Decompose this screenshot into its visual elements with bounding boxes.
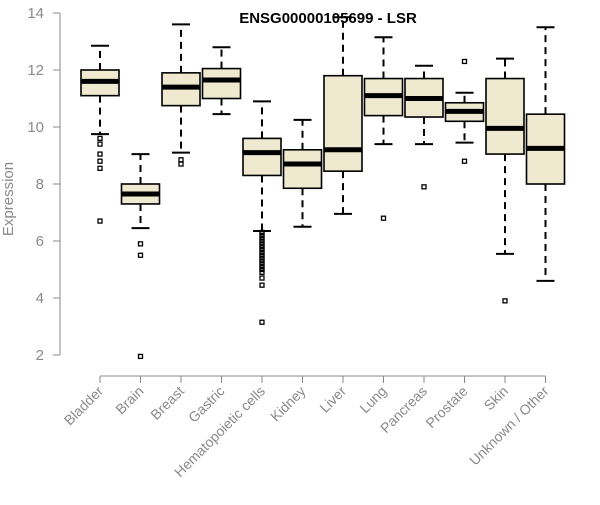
x-tick-label: Liver	[316, 383, 349, 416]
x-tick-label: Breast	[147, 383, 187, 423]
x-tick-label: Brain	[112, 383, 146, 417]
box-group	[201, 46, 242, 116]
y-tick-label: 2	[36, 347, 44, 364]
outlier-point	[461, 158, 468, 164]
box-group	[525, 26, 566, 282]
y-axis-label: Expression	[0, 162, 17, 236]
outlier-point	[259, 275, 265, 281]
outlier-point	[97, 151, 103, 157]
outlier-point	[97, 158, 103, 164]
outlier-point	[259, 255, 265, 261]
box-group	[80, 44, 120, 224]
y-tick-label: 10	[27, 119, 44, 136]
outlier-point	[137, 353, 144, 360]
outlier-point	[137, 252, 144, 258]
outlier-point	[259, 244, 265, 250]
box-group	[282, 118, 323, 228]
outlier-point	[178, 157, 184, 163]
iqr-box	[242, 137, 282, 177]
boxes	[80, 16, 566, 360]
outlier-point	[259, 266, 265, 273]
outlier-point	[259, 249, 265, 256]
outlier-point	[137, 241, 144, 247]
chart-title: ENSG00000105699 - LSR	[239, 10, 417, 27]
outlier-point	[259, 258, 265, 264]
outlier-point	[97, 135, 103, 142]
outlier-point	[259, 229, 265, 236]
box-group	[363, 36, 404, 221]
outlier-point	[259, 235, 265, 241]
y-tick-label: 4	[36, 290, 44, 307]
iqr-box	[323, 74, 363, 172]
x-tick-label: Kidney	[267, 383, 309, 425]
outlier-point	[259, 282, 265, 288]
y-ticks: 2 4 6 8 10 12 14	[27, 5, 60, 364]
y-tick-label: 6	[36, 233, 44, 250]
y-tick-label: 14	[27, 5, 44, 22]
iqr-box	[282, 149, 323, 190]
box-group	[485, 57, 525, 304]
outlier-point	[178, 161, 184, 167]
x-tick-label: Lung	[356, 383, 389, 416]
x-tick-label: Skin	[481, 383, 512, 414]
outlier-point	[259, 269, 265, 276]
y-tick-label: 8	[36, 176, 44, 193]
y-tick-label: 12	[27, 62, 44, 79]
x-tick-label: Bladder	[61, 383, 107, 429]
outlier-point	[97, 218, 103, 224]
outlier-point	[259, 241, 265, 247]
outlier-point	[259, 319, 265, 325]
outlier-point	[259, 232, 265, 238]
iqr-box	[201, 67, 242, 100]
x-tick-label: Prostate	[422, 383, 470, 431]
outlier-point	[259, 263, 265, 270]
outlier-point	[461, 58, 468, 65]
outlier-point	[97, 165, 103, 171]
box-group	[323, 16, 363, 215]
outlier-point	[421, 184, 427, 190]
outlier-point	[502, 298, 508, 304]
box-group	[444, 58, 485, 164]
box-group	[242, 100, 282, 325]
box-group	[404, 64, 444, 190]
box-group	[120, 153, 161, 360]
outlier-point	[259, 252, 265, 258]
outlier-point	[259, 246, 265, 253]
iqr-box	[485, 77, 525, 155]
outlier-point	[259, 238, 265, 244]
outlier-point	[380, 215, 387, 221]
outlier-point	[259, 261, 265, 267]
outlier-point	[97, 141, 103, 147]
box-group	[161, 23, 201, 167]
